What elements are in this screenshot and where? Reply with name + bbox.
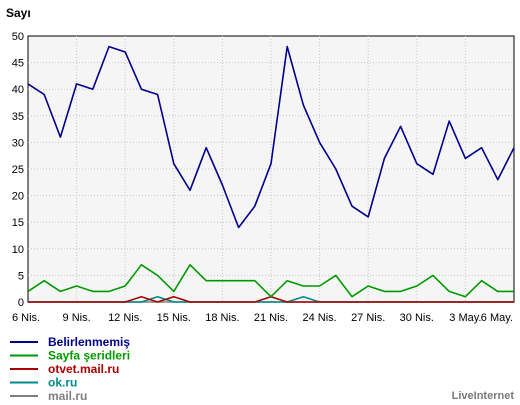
legend-label: mail.ru <box>48 389 87 403</box>
y-tick-label: 40 <box>12 84 24 96</box>
x-tick-label: 6 May. <box>481 312 513 324</box>
x-axis: 6 Nis. 9 Nis. 12 Nis. 15 Nis. 18 Nis. 21 Nis.… <box>12 312 513 324</box>
x-tick-label: 6 Nis. <box>12 312 40 324</box>
x-tick-label: 21 Nis. <box>254 312 288 324</box>
credit-text: LiveInternet <box>452 390 515 402</box>
y-tick-label: 30 <box>12 137 24 149</box>
legend-label: ok.ru <box>48 376 77 390</box>
series-line <box>27 45 515 229</box>
legend-label: Belirlenmemiş <box>48 335 130 349</box>
x-tick-label: 18 Nis. <box>205 312 239 324</box>
y-tick-label: 20 <box>12 191 24 203</box>
x-tick-label: 30 Nis. <box>400 312 434 324</box>
x-tick-label: 9 Nis. <box>63 312 91 324</box>
y-tick-label: 35 <box>12 111 24 123</box>
x-tick-label: 15 Nis. <box>157 312 191 324</box>
y-axis: 0 5 10 15 20 25 30 35 40 45 50 <box>12 31 24 309</box>
y-tick-label: 10 <box>12 244 24 256</box>
y-tick-label: 0 <box>18 297 24 309</box>
x-tick-label: 12 Nis. <box>108 312 142 324</box>
y-tick-label: 25 <box>12 164 24 176</box>
x-tick-label: 24 Nis. <box>302 312 336 324</box>
y-tick-label: 45 <box>12 58 24 70</box>
y-tick-label: 50 <box>12 31 24 43</box>
x-tick-label: 3 May. <box>449 312 481 324</box>
y-tick-label: 5 <box>18 270 24 282</box>
y-axis-title: Sayı <box>6 6 31 20</box>
legend-label: otvet.mail.ru <box>48 362 119 376</box>
legend-label: Sayfa şeridleri <box>48 349 130 363</box>
series-group <box>27 45 515 303</box>
y-tick-label: 15 <box>12 217 24 229</box>
series-line <box>27 263 514 298</box>
x-tick-label: 27 Nis. <box>351 312 385 324</box>
